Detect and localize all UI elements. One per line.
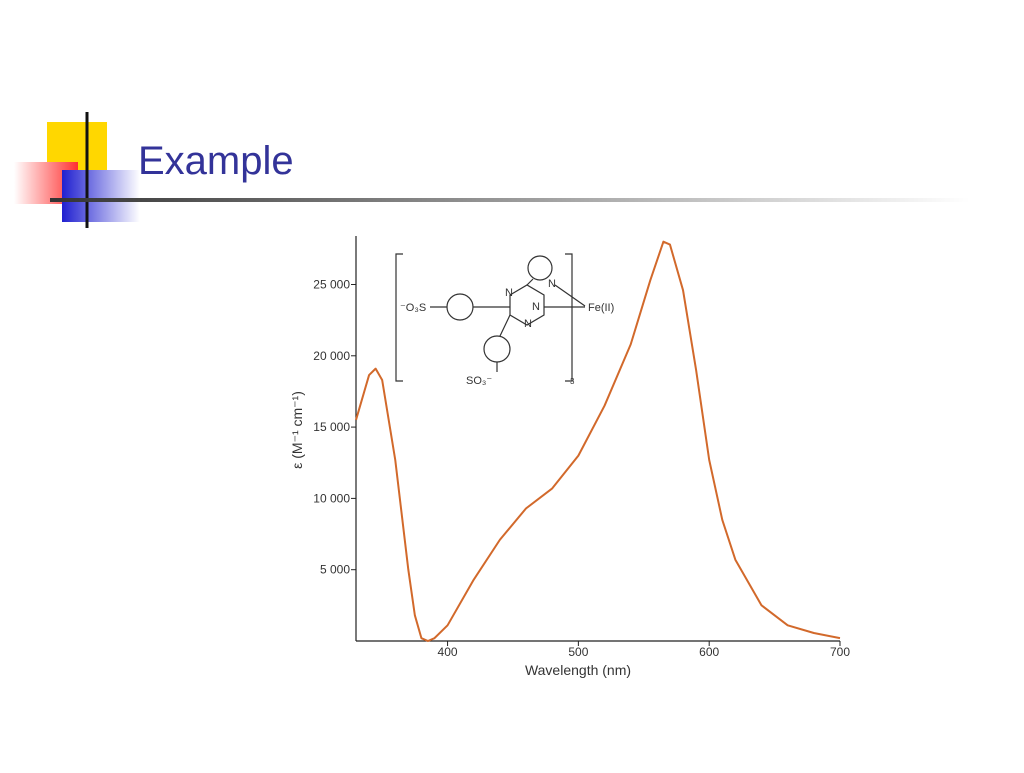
bond [430,278,586,372]
structure-label: SO₃⁻ [466,375,492,387]
structure-label: N [524,318,532,330]
structure-label: N [548,278,556,290]
line-series [355,240,841,642]
ring [483,335,511,363]
bracket [395,253,573,382]
slide-title: Example [138,139,294,183]
structure-label: 3 [570,377,575,386]
x-axis-label: Wavelength (nm) [525,662,631,678]
ring [527,255,553,281]
y-tick-label: 20 000 [313,349,350,363]
structure-label: N [532,301,540,313]
x-tick-label: 600 [699,645,719,659]
x-tick-label: 700 [830,645,850,659]
logo-square [62,170,140,222]
y-tick-label: 5 000 [320,563,350,577]
y-tick-label: 25 000 [313,277,350,291]
y-axis-label: ε (M⁻¹ cm⁻¹) [289,391,305,469]
title-rule [50,198,970,202]
structure-label: ⁻O₃S [400,302,426,314]
structure-label: Fe(II) [588,302,614,314]
x-tick-label: 400 [438,645,458,659]
ring [446,293,474,321]
y-tick-label: 15 000 [313,420,350,434]
structure-label: N [505,287,513,299]
x-tick-label: 500 [568,645,588,659]
y-tick-label: 10 000 [313,491,350,505]
